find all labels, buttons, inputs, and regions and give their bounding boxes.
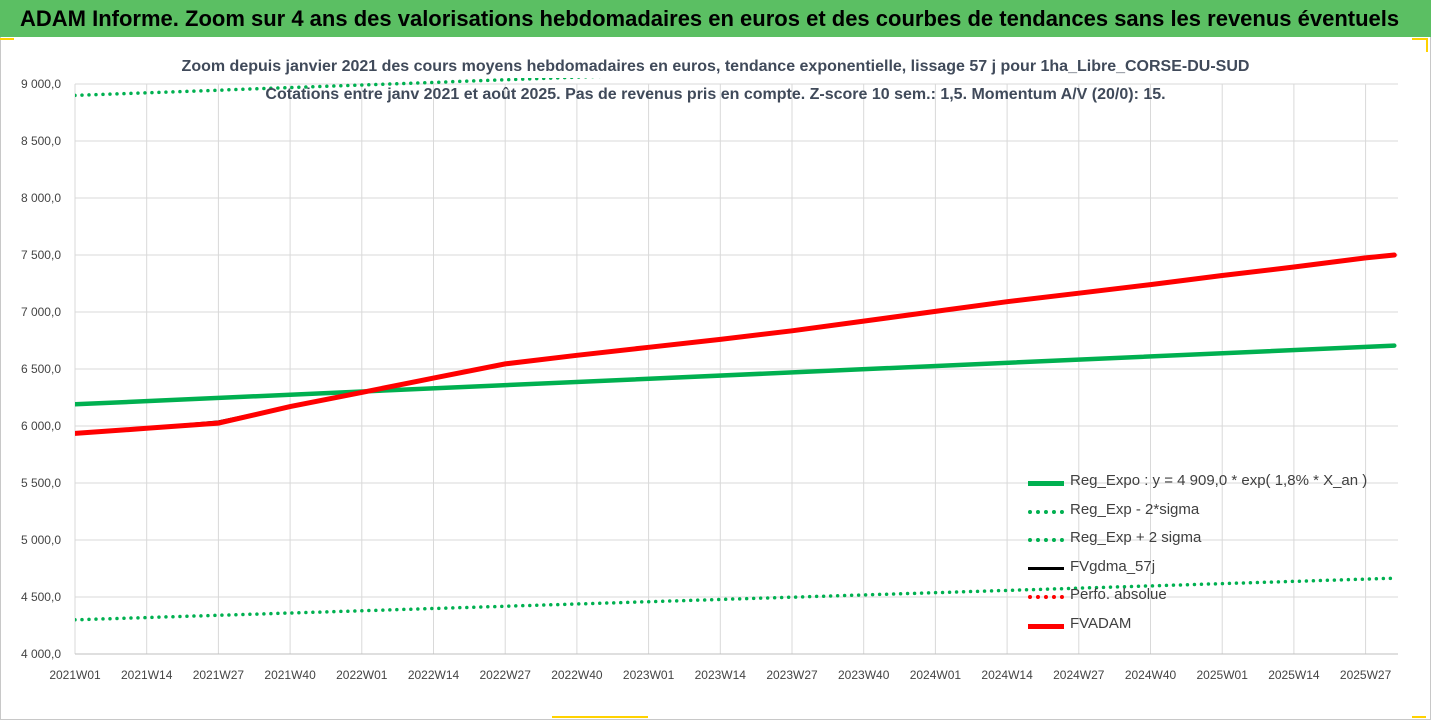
- legend-swatch: [1028, 566, 1064, 570]
- legend-swatch: [1028, 538, 1064, 542]
- corner-mark-bottom-right: [1412, 716, 1426, 718]
- x-tick-label: 2021W27: [193, 668, 245, 682]
- corner-mark-right: [1426, 38, 1428, 52]
- legend-swatch: [1028, 509, 1064, 514]
- legend-label: FVADAM: [1070, 614, 1132, 632]
- x-tick-label: 2024W01: [910, 668, 962, 682]
- x-tick-label: 2021W01: [49, 668, 101, 682]
- y-tick-label: 8 500,0: [21, 134, 61, 148]
- report-title: ADAM Informe. Zoom sur 4 ans des valoris…: [20, 6, 1400, 31]
- y-tick-label: 5 000,0: [21, 533, 61, 547]
- legend-label: Reg_Expo : y = 4 909,0 * exp( 1,8% * X_a…: [1070, 472, 1368, 489]
- x-tick-label: 2022W14: [408, 668, 460, 682]
- y-tick-label: 5 500,0: [21, 476, 61, 490]
- series-line-1: [75, 343, 1397, 407]
- x-tick-label: 2024W27: [1053, 668, 1105, 682]
- series-line-4: [75, 254, 1395, 435]
- series-line-2: [75, 576, 1397, 622]
- series-line-6: [75, 252, 1397, 436]
- legend-swatch: [1028, 623, 1064, 629]
- y-tick-label: 8 000,0: [21, 191, 61, 205]
- corner-mark-bottom: [552, 716, 648, 718]
- legend-swatch: [1028, 481, 1064, 486]
- legend-item: Reg_Exp + 2 sigma: [1028, 527, 1418, 556]
- corner-mark-top-right: [1412, 38, 1426, 40]
- y-tick-label: 7 500,0: [21, 248, 61, 262]
- y-tick-label: 6 500,0: [21, 362, 61, 376]
- x-tick-label: 2023W40: [838, 668, 890, 682]
- legend-label: Perfo. absolue: [1070, 586, 1167, 603]
- legend-swatch: [1028, 595, 1064, 599]
- report-banner: ADAM Informe. Zoom sur 4 ans des valoris…: [0, 0, 1431, 37]
- x-tick-label: 2023W27: [766, 668, 818, 682]
- x-tick-label: 2022W27: [480, 668, 532, 682]
- x-tick-label: 2024W40: [1125, 668, 1177, 682]
- y-tick-label: 6 000,0: [21, 419, 61, 433]
- chart-title: Zoom depuis janvier 2021 des cours moyen…: [181, 58, 1250, 75]
- x-tick-label: 2022W40: [551, 668, 603, 682]
- x-tick-label: 2021W40: [264, 668, 316, 682]
- corner-mark-top-left: [0, 38, 14, 40]
- y-tick-label: 4 000,0: [21, 647, 61, 661]
- y-tick-label: 9 000,0: [21, 77, 61, 91]
- x-tick-label: 2025W27: [1340, 668, 1392, 682]
- chart-subtitle: Cotations entre janv 2021 et août 2025. …: [265, 86, 1166, 103]
- y-tick-label: 4 500,0: [21, 590, 61, 604]
- chart-legend: Reg_Expo : y = 4 909,0 * exp( 1,8% * X_a…: [1028, 470, 1418, 641]
- legend-label: FVgdma_57j: [1070, 557, 1156, 575]
- x-tick-label: 2022W01: [336, 668, 388, 682]
- legend-item: Reg_Expo : y = 4 909,0 * exp( 1,8% * X_a…: [1028, 470, 1418, 499]
- y-tick-label: 7 000,0: [21, 305, 61, 319]
- legend-label: Reg_Exp + 2 sigma: [1070, 529, 1202, 546]
- legend-label: Reg_Exp - 2*sigma: [1070, 500, 1200, 518]
- legend-item: FVgdma_57j: [1028, 556, 1418, 585]
- x-tick-label: 2025W01: [1197, 668, 1249, 682]
- legend-item: Reg_Exp - 2*sigma: [1028, 499, 1418, 528]
- x-tick-label: 2023W14: [695, 668, 747, 682]
- x-tick-label: 2024W14: [981, 668, 1033, 682]
- x-tick-label: 2023W01: [623, 668, 675, 682]
- x-tick-label: 2021W14: [121, 668, 173, 682]
- legend-item: Perfo. absolue: [1028, 584, 1418, 613]
- legend-item: FVADAM: [1028, 613, 1418, 642]
- x-tick-label: 2025W14: [1268, 668, 1320, 682]
